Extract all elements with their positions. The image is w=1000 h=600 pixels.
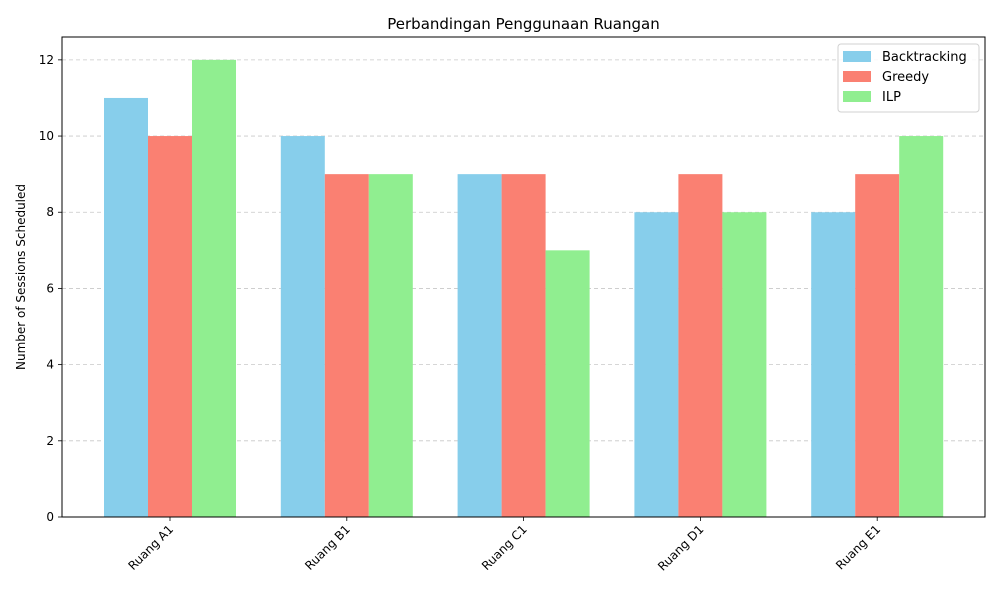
y-axis: 0 2 4 6 8 10 12 [39, 53, 62, 524]
bar-ilp-1 [192, 59, 236, 517]
legend-label-backtracking: Backtracking [882, 50, 967, 65]
bar-backtracking-4 [634, 212, 679, 517]
bar-greedy-2 [324, 174, 369, 517]
bar-greedy-4 [678, 174, 723, 517]
y-tick-label: 4 [46, 358, 54, 372]
bar-backtracking-5 [811, 212, 856, 517]
legend-label-ilp: ILP [882, 90, 901, 105]
legend-swatch-backtracking [843, 51, 871, 62]
bar-ilp-3 [545, 250, 590, 518]
y-tick-label: 6 [46, 281, 54, 295]
legend-box [837, 43, 980, 113]
legend-swatch-ilp [843, 91, 871, 102]
legend-swatch-greedy [843, 71, 871, 82]
legend-label-greedy: Greedy [882, 70, 929, 85]
legend: Backtracking Greedy ILP [837, 43, 980, 113]
bar-ilp-5 [899, 136, 944, 518]
y-tick-label: 8 [46, 205, 54, 219]
bar-greedy-1 [148, 136, 192, 518]
bar-backtracking-3 [457, 174, 502, 517]
y-tick-label: 12 [39, 53, 54, 67]
y-tick-label: 0 [46, 510, 54, 524]
bar-backtracking-1 [104, 97, 148, 517]
bar-greedy-3 [501, 174, 546, 517]
y-tick-label: 2 [46, 434, 54, 448]
y-axis-label: Number of Sessions Scheduled [14, 184, 28, 370]
chart-title: Perbandingan Penggunaan Ruangan [387, 15, 659, 33]
bar-greedy-5 [855, 174, 900, 517]
bars-group [104, 59, 944, 518]
bar-ilp-2 [368, 174, 413, 517]
bar-ilp-4 [722, 212, 767, 517]
y-tick-label: 10 [39, 129, 54, 143]
bar-backtracking-2 [280, 136, 325, 518]
